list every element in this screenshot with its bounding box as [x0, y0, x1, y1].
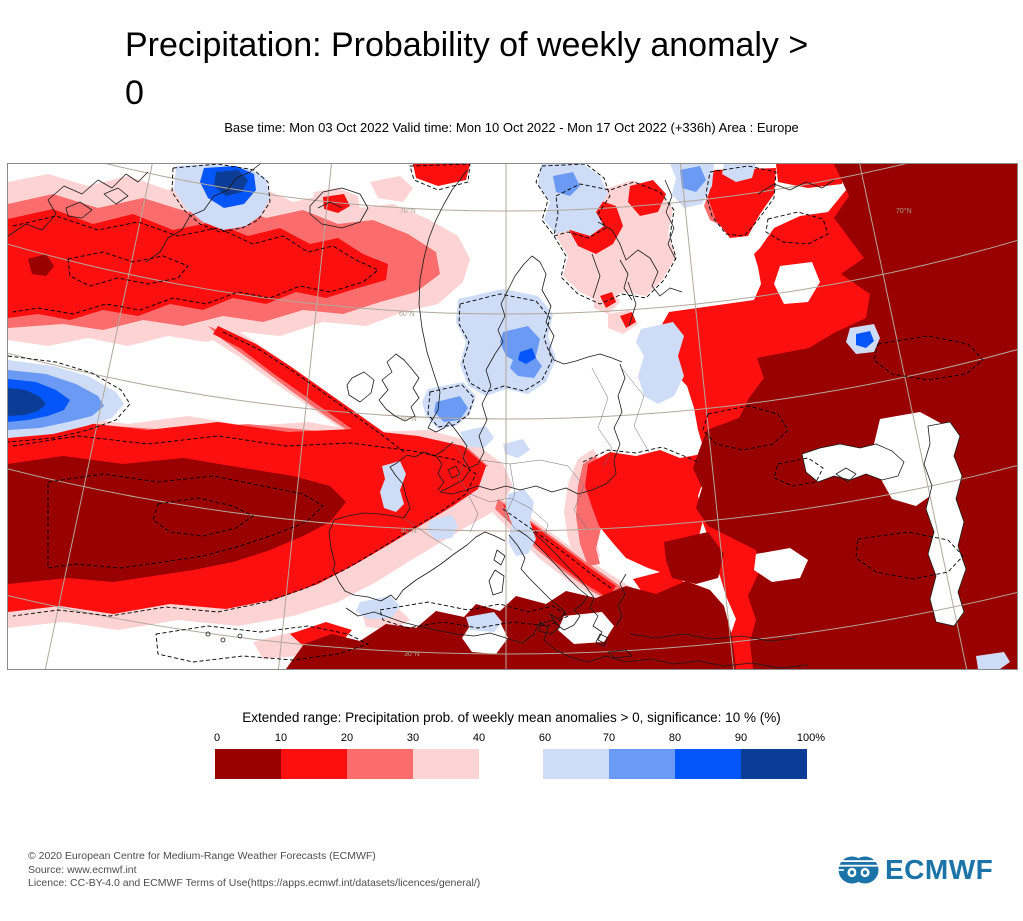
tick-label: 90: [734, 732, 748, 744]
colorbar-segment: [675, 749, 741, 779]
map-svg: 70°N 60°N 50°N 40°N 30°N 70°N: [8, 164, 1017, 669]
lat-label-30n: 30°N: [404, 650, 420, 658]
ecmwf-logo: ECMWF: [838, 854, 993, 886]
border-layer: [403, 365, 651, 551]
colorbar-blue: [543, 749, 807, 779]
lat-label-50n: 50°N: [401, 415, 417, 423]
lat-label-70n-right: 70°N: [896, 207, 912, 215]
copyright-block: © 2020 European Centre for Medium-Range …: [28, 850, 480, 891]
licence-line: Licence: CC-BY-4.0 and ECMWF Terms of Us…: [28, 877, 481, 889]
ecmwf-logo-text: ECMWF: [885, 854, 994, 885]
graticule-layer: [8, 164, 1017, 669]
page-title-line1: Precipitation: Probability of weekly ano…: [125, 26, 809, 64]
tick-label: 70: [602, 732, 616, 744]
colorbar-segment: [347, 749, 413, 779]
colorbar-segment: [543, 749, 609, 779]
legend-blue-ticks: 60 70 80 90 100%: [539, 732, 825, 746]
lat-label-70n: 70°N: [400, 207, 416, 215]
colorbar-segment: [215, 749, 281, 779]
page-title: Precipitation: Probability of weekly ano…: [125, 21, 808, 117]
colorbar-red: [215, 749, 479, 779]
significance-contour-layer: [8, 164, 984, 663]
map-subtitle: Base time: Mon 03 Oct 2022 Valid time: M…: [224, 120, 799, 135]
tick-label: 60: [538, 732, 552, 744]
tick-label: 100%: [796, 732, 826, 744]
legend-red-ticks: 0 10 20 30 40: [213, 732, 485, 746]
tick-label: 0: [213, 732, 221, 744]
colorbar-segment: [281, 749, 347, 779]
lat-label-60n: 60°N: [399, 310, 415, 318]
coastline-layer: [8, 164, 967, 669]
tick-label: 30: [406, 732, 420, 744]
ecmwf-logo-icon: [838, 856, 880, 884]
anomaly-fill-layer: [8, 164, 1017, 669]
colorbar-segment: [741, 749, 807, 779]
tick-label: 80: [668, 732, 682, 744]
colorbar-segment: [413, 749, 479, 779]
source-line: Source: www.ecmwf.int: [28, 863, 137, 876]
page-title-line2: 0: [125, 74, 144, 112]
copyright-line: © 2020 European Centre for Medium-Range …: [28, 850, 376, 862]
legend-title: Extended range: Precipitation prob. of w…: [242, 710, 781, 725]
tick-label: 10: [274, 732, 288, 744]
graticule-labels: 70°N 60°N 50°N 40°N 30°N 70°N: [399, 207, 912, 658]
lat-label-40n: 40°N: [401, 527, 417, 535]
tick-label: 20: [340, 732, 354, 744]
map-panel: 70°N 60°N 50°N 40°N 30°N 70°N: [7, 163, 1018, 670]
colorbar-segment: [609, 749, 675, 779]
tick-label: 40: [472, 732, 486, 744]
